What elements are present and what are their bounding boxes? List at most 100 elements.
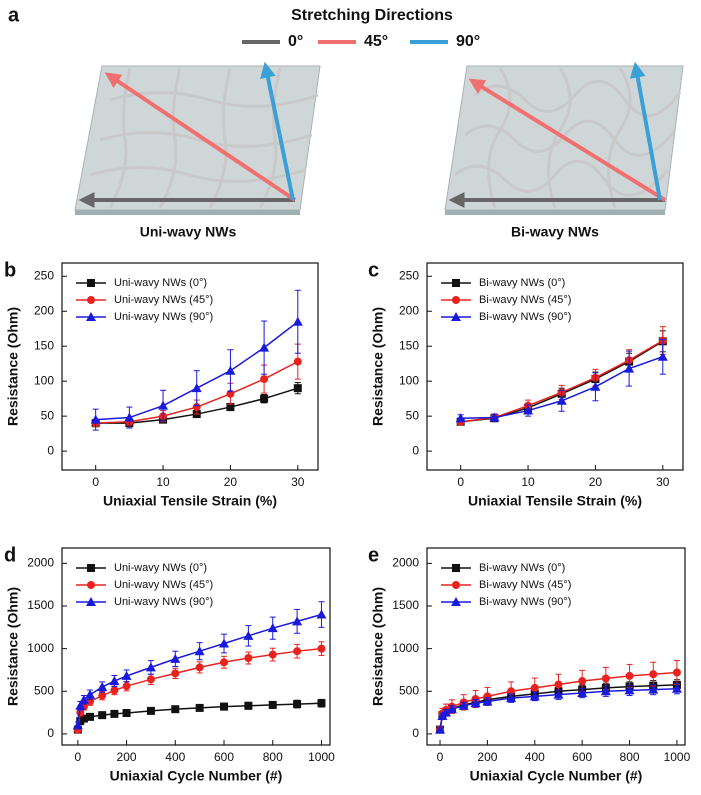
marker: [170, 653, 181, 663]
y-tick-label: 500: [34, 683, 54, 697]
y-tick-label: 50: [406, 408, 420, 422]
x-axis-title: Uniaxial Tensile Strain (%): [468, 493, 642, 509]
plot-frame: [426, 547, 686, 746]
marker: [672, 668, 681, 677]
y-tick-label: 250: [34, 268, 54, 282]
marker: [171, 705, 180, 714]
x-tick-label: 600: [214, 750, 234, 764]
y-tick-label: 2000: [27, 556, 54, 570]
marker: [225, 365, 236, 375]
marker: [267, 623, 278, 633]
x-tick-label: 0: [437, 750, 444, 764]
y-tick-label: 0: [47, 443, 54, 457]
marker: [98, 691, 107, 700]
marker: [553, 689, 564, 699]
marker: [455, 413, 466, 423]
plot-frame: [61, 262, 319, 471]
marker: [86, 712, 95, 721]
legend-label: Uni-wavy NWs (0°): [114, 277, 207, 289]
y-tick-label: 50: [41, 408, 55, 422]
x-tick-label: 600: [572, 750, 592, 764]
x-tick-label: 30: [656, 475, 670, 489]
marker: [649, 670, 658, 679]
marker: [85, 689, 96, 699]
plot-frame: [61, 547, 331, 746]
marker: [268, 700, 277, 709]
y-tick-label: 150: [399, 338, 419, 352]
marker: [79, 714, 88, 723]
y-tick-label: 1500: [392, 598, 419, 612]
marker: [244, 654, 253, 663]
marker: [482, 696, 493, 706]
panel-letter: c: [368, 259, 379, 281]
marker: [90, 414, 101, 424]
x-tick-label: 0: [74, 750, 81, 764]
marker: [489, 412, 500, 422]
legend-label: Bi-wavy NWs (0°): [479, 277, 565, 289]
legend-label: Uni-wavy NWs (0°): [114, 562, 207, 574]
x-tick-label: 1000: [308, 750, 335, 764]
legend-label: 45°: [364, 33, 388, 50]
x-tick-label: 30: [291, 475, 305, 489]
marker: [226, 403, 235, 412]
x-tick-label: 1000: [664, 750, 691, 764]
marker: [78, 694, 89, 704]
marker: [195, 703, 204, 712]
x-axis-title: Uniaxial Cycle Number (#): [470, 768, 643, 784]
marker: [192, 403, 201, 412]
marker: [506, 693, 517, 703]
marker: [529, 691, 540, 701]
marker: [590, 381, 601, 391]
marker: [244, 701, 253, 710]
marker: [458, 700, 469, 710]
marker: [452, 564, 460, 572]
marker: [158, 400, 169, 410]
x-tick-label: 800: [620, 750, 640, 764]
legend-title: Stretching Directions: [291, 7, 453, 24]
marker: [121, 670, 132, 680]
y-tick-label: 200: [34, 303, 54, 317]
marker: [171, 669, 180, 678]
plot-frame: [426, 262, 684, 471]
marker: [452, 296, 460, 304]
legend-label: Bi-wavy NWs (90°): [479, 596, 571, 608]
marker: [523, 405, 534, 415]
x-tick-label: 400: [165, 750, 185, 764]
direction-arrow: [104, 72, 297, 202]
marker: [451, 312, 461, 321]
marker: [293, 384, 302, 393]
marker: [86, 597, 96, 606]
marker: [122, 682, 131, 691]
legend-label: Uni-wavy NWs (45°): [114, 579, 213, 591]
marker: [317, 644, 326, 653]
y-axis-title: Resistance (Ohm): [5, 307, 21, 426]
legend-label: Uni-wavy NWs (90°): [114, 596, 213, 608]
y-tick-label: 1500: [27, 598, 54, 612]
marker: [624, 363, 635, 373]
direction-arrow: [629, 61, 662, 201]
panel-letter: a: [8, 4, 20, 26]
marker: [452, 581, 460, 589]
marker: [220, 702, 229, 711]
y-tick-label: 200: [399, 303, 419, 317]
marker: [648, 684, 659, 694]
legend-label: Bi-wavy NWs (45°): [479, 294, 571, 306]
x-tick-label: 0: [457, 475, 464, 489]
y-axis-title: Resistance (Ohm): [370, 307, 386, 426]
marker: [600, 686, 611, 696]
y-tick-label: 100: [34, 373, 54, 387]
y-tick-label: 1000: [392, 641, 419, 655]
x-tick-label: 800: [263, 750, 283, 764]
marker: [440, 707, 451, 717]
marker: [671, 683, 682, 693]
marker: [259, 342, 270, 352]
marker: [87, 279, 95, 287]
marker: [292, 616, 303, 626]
marker: [72, 720, 83, 730]
marker: [260, 375, 269, 384]
marker: [110, 686, 119, 695]
marker: [243, 630, 254, 640]
panel-letter: b: [4, 259, 16, 281]
marker: [191, 383, 202, 393]
